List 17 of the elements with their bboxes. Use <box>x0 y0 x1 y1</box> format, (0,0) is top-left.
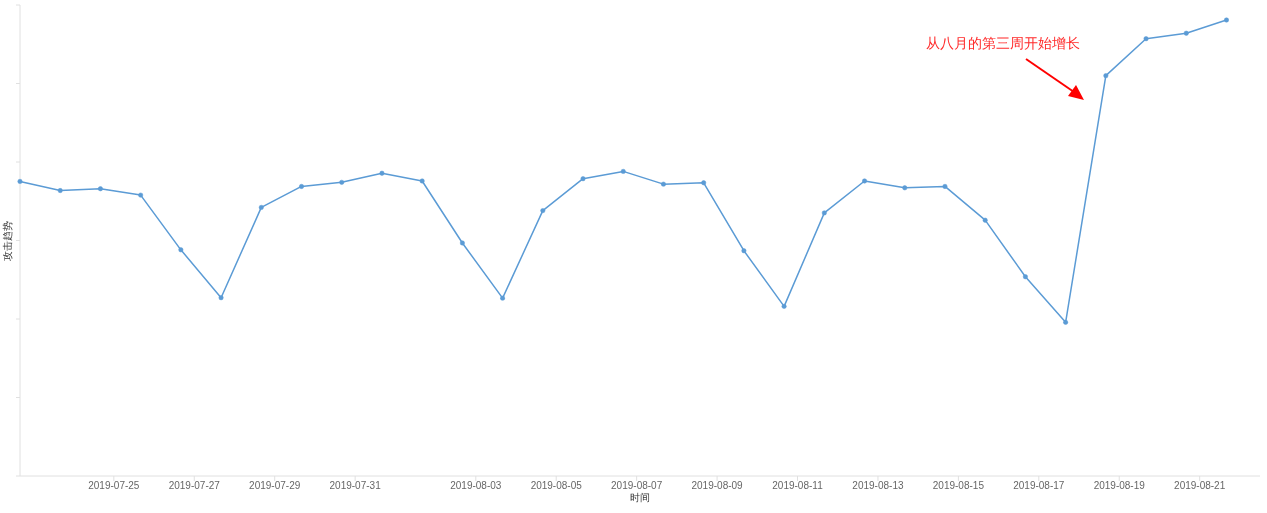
x-tick-label: 2019-07-25 <box>88 480 140 491</box>
y-axis-title: 攻击趋势 <box>2 220 13 261</box>
x-tick-label: 2019-08-03 <box>450 480 502 491</box>
x-tick-label: 2019-08-21 <box>1174 480 1226 491</box>
x-tick-label: 2019-08-07 <box>611 480 663 491</box>
x-tick-label: 2019-08-17 <box>1013 480 1065 491</box>
x-tick-label: 2019-08-09 <box>691 480 744 491</box>
x-tick-label: 2019-07-31 <box>329 480 382 491</box>
x-tick-label: 2019-08-13 <box>852 480 904 491</box>
x-tick-label: 2019-08-15 <box>932 480 985 491</box>
x-tick-label: 2019-08-19 <box>1093 480 1146 491</box>
x-tick-label: 2019-08-11 <box>772 480 824 491</box>
x-axis-title: 时间 <box>630 492 650 503</box>
annotation: 从八月的第三周开始增长 <box>926 36 1080 51</box>
x-tick-label: 2019-07-27 <box>168 480 221 491</box>
x-tick-label: 2019-07-29 <box>249 480 301 491</box>
x-tick-label: 2019-08-05 <box>530 480 583 491</box>
